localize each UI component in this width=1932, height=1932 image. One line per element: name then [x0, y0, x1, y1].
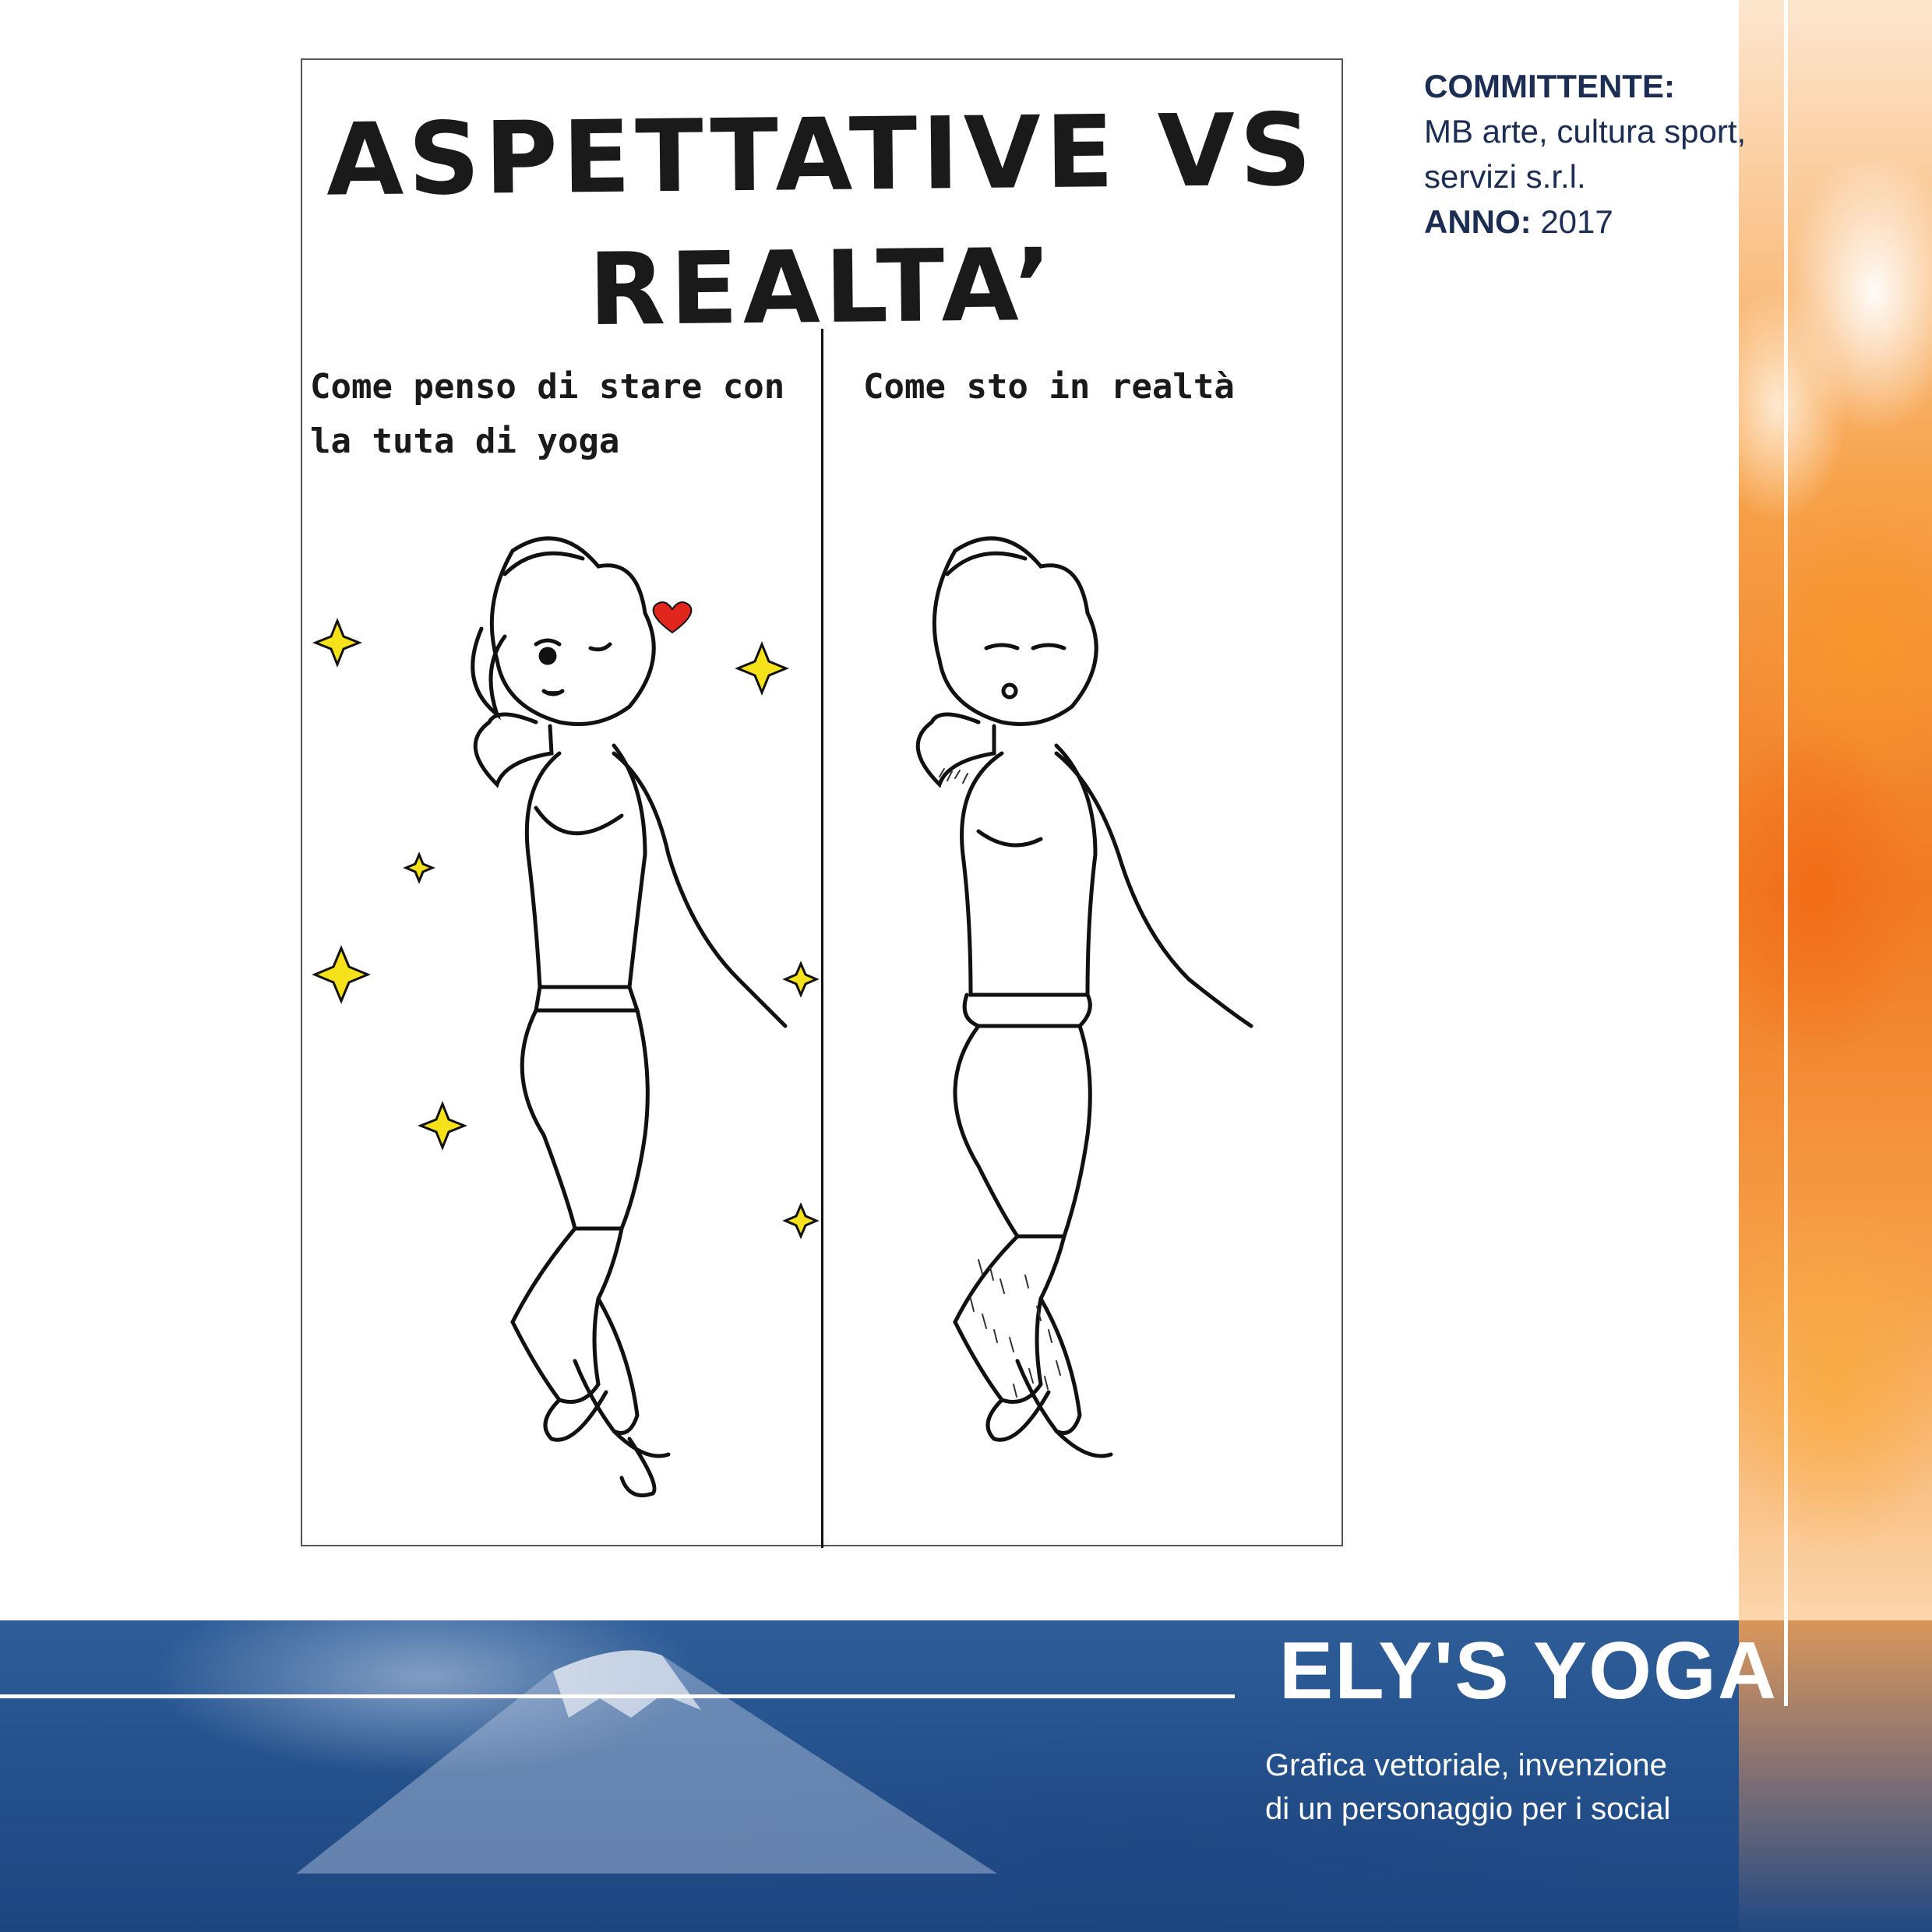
sparkle-icon — [312, 617, 820, 1239]
frame-horizontal-line — [0, 1694, 1235, 1698]
armpit-hair-texture — [939, 768, 968, 784]
leg-hair-texture — [970, 1259, 1061, 1398]
project-description: Grafica vettoriale, invenzione di un per… — [1265, 1748, 1671, 1826]
anno-label: ANNO: — [1424, 203, 1532, 240]
committente-value: MB arte, cultura sport, servizi s.r.l. — [1424, 113, 1747, 195]
client-info: COMMITTENTE: MB arte, cultura sport, ser… — [1424, 64, 1751, 245]
project-title: ELY'S YOGA — [1278, 1626, 1778, 1716]
comic-title: ASPETTATIVE VS REALTA’ — [326, 92, 1317, 349]
figure-reality — [915, 536, 1253, 1458]
committente-label: COMMITTENTE: — [1424, 68, 1675, 104]
comic-panel: ASPETTATIVE VS REALTA’ Come penso di sta… — [301, 58, 1343, 1548]
orange-watercolor-strip — [1739, 0, 1932, 1620]
anno-value: 2017 — [1540, 203, 1613, 240]
caption-expectation: Come penso di stare con la tuta di yoga — [310, 367, 785, 461]
heart-icon — [652, 601, 693, 634]
caption-reality: Come sto in realtà — [863, 367, 1235, 407]
bottom-mountain-band — [0, 1620, 1932, 1932]
mountain-illustration — [296, 1650, 997, 1874]
figure-expectation — [312, 536, 820, 1497]
panel-divider — [821, 329, 823, 1548]
frame-vertical-line — [1784, 0, 1788, 1706]
